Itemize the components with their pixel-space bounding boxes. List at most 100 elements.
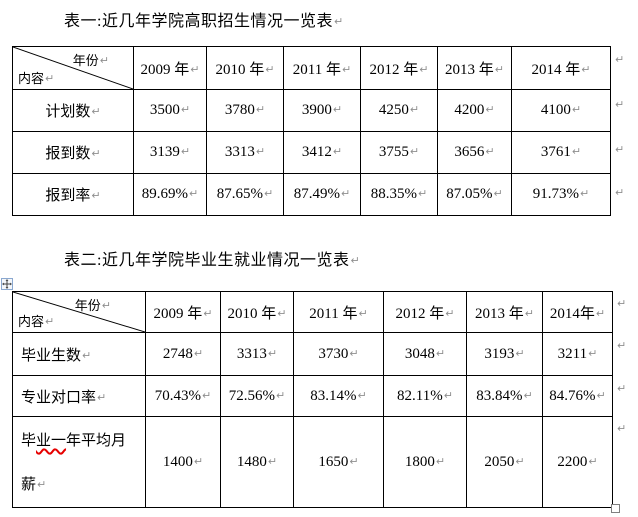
table-resize-handle[interactable] <box>611 504 620 513</box>
table-cell[interactable]: 2748↵ <box>145 332 221 376</box>
table1-title[interactable]: 表一:近几年学院高职招生情况一览表↵ <box>64 7 344 31</box>
cell-end-mark-icon: ↵ <box>267 346 278 360</box>
column-header[interactable]: 2010 年↵ <box>206 46 284 90</box>
row-header[interactable]: 专业对口率↵ <box>12 375 146 417</box>
cell-end-mark-icon: ↵ <box>485 145 495 158</box>
table-row: 毕业生数↵ 2748↵ 3313↵ 3730↵ 3048↵ 3193↵ 3211… <box>12 332 613 376</box>
table-cell[interactable]: 3211↵ <box>542 332 613 376</box>
cell-end-mark-icon: ↵ <box>99 54 109 67</box>
table-cell[interactable]: 1800↵ <box>383 416 467 508</box>
cell-end-mark-icon: ↵ <box>203 306 213 320</box>
cell-end-mark-icon: ↵ <box>418 187 428 200</box>
column-header[interactable]: 2009 年↵ <box>145 291 221 333</box>
cell-end-mark-icon: ↵ <box>101 299 111 312</box>
row-header[interactable]: 报到率↵ <box>12 173 134 216</box>
table-cell[interactable]: 3755↵ <box>360 131 438 174</box>
table-cell[interactable]: 3313↵ <box>206 131 284 174</box>
table-cell[interactable]: 89.69%↵ <box>133 173 207 216</box>
column-header[interactable]: 2012 年↵ <box>383 291 467 333</box>
table-cell[interactable]: 2050↵ <box>466 416 543 508</box>
table-cell[interactable]: 1650↵ <box>293 416 384 508</box>
row-header[interactable]: 计划数↵ <box>12 89 134 132</box>
table-cell[interactable]: 3048↵ <box>383 332 467 376</box>
cell-end-mark-icon: ↵ <box>341 187 351 200</box>
table-cell[interactable]: 83.14%↵ <box>293 375 384 417</box>
column-header[interactable]: 2013 年↵ <box>466 291 543 333</box>
cell-end-mark-icon: ↵ <box>332 103 343 116</box>
cell-end-mark-icon: ↵ <box>349 454 359 468</box>
table-cell[interactable]: 87.05%↵ <box>437 173 512 216</box>
table-cell[interactable]: 4250↵ <box>360 89 438 132</box>
cell-end-mark-icon: ↵ <box>45 72 55 85</box>
table-cell[interactable]: 3730↵ <box>293 332 384 376</box>
column-header[interactable]: 2014 年↵ <box>511 46 611 90</box>
cell-end-mark-icon: ↵ <box>349 346 359 360</box>
cell-end-mark-icon: ↵ <box>332 145 343 158</box>
column-header[interactable]: 2012 年↵ <box>360 46 438 90</box>
table-cell[interactable]: 82.11%↵ <box>383 375 467 417</box>
cell-end-mark-icon: ↵ <box>435 346 446 360</box>
row-header[interactable]: 报到数↵ <box>12 131 134 174</box>
column-header[interactable]: 2011 年↵ <box>283 46 361 90</box>
table-cell[interactable]: 91.73%↵ <box>511 173 611 216</box>
corner-year-label: 年份↵ <box>72 53 109 68</box>
cell-end-mark-icon: ↵ <box>515 346 525 360</box>
table-cell[interactable]: 72.56%↵ <box>220 375 294 417</box>
cell-end-mark-icon: ↵ <box>445 306 455 320</box>
column-header[interactable]: 2010 年↵ <box>220 291 294 333</box>
table-cell[interactable]: 87.65%↵ <box>206 173 284 216</box>
table-cell[interactable]: 3900↵ <box>283 89 361 132</box>
table2-corner-cell[interactable]: 年份↵ 内容↵ <box>12 291 146 333</box>
cell-end-mark-icon: ↵ <box>202 388 212 402</box>
row-header[interactable]: 毕业生数↵ <box>12 332 146 376</box>
table-cell[interactable]: 3761↵ <box>511 131 611 174</box>
table-cell[interactable]: 3500↵ <box>133 89 207 132</box>
end-of-row-mark-icon: ↵ <box>617 297 627 310</box>
table-move-handle-icon[interactable] <box>1 278 13 290</box>
table1-corner-cell[interactable]: 年份↵ 内容↵ <box>12 46 134 90</box>
cell-end-mark-icon: ↵ <box>588 454 598 468</box>
corner-year-label: 年份↵ <box>74 298 111 313</box>
row-header[interactable]: 毕业一年平均月薪↵ <box>12 416 146 508</box>
cell-end-mark-icon: ↵ <box>571 145 582 158</box>
table-cell[interactable]: 1400↵ <box>145 416 221 508</box>
employment-table: 年份↵ 内容↵ 2009 年↵ 2010 年↵ 2011 年↵ 2012 年↵ … <box>12 291 613 508</box>
table-cell[interactable]: 3193↵ <box>466 332 543 376</box>
end-of-row-mark-icon: ↵ <box>617 422 627 435</box>
cell-end-mark-icon: ↵ <box>443 388 453 402</box>
table-cell[interactable]: 3139↵ <box>133 131 207 174</box>
table-cell[interactable]: 1480↵ <box>220 416 294 508</box>
column-header[interactable]: 2013 年↵ <box>437 46 512 90</box>
cell-end-mark-icon: ↵ <box>409 103 420 116</box>
table-cell[interactable]: 70.43%↵ <box>145 375 221 417</box>
end-of-row-mark-icon: ↵ <box>617 382 627 395</box>
cell-end-mark-icon: ↵ <box>190 62 200 76</box>
table-cell[interactable]: 3780↵ <box>206 89 284 132</box>
table-cell[interactable]: 87.49%↵ <box>283 173 361 216</box>
column-header[interactable]: 2014年↵ <box>542 291 613 333</box>
cell-end-mark-icon: ↵ <box>276 388 286 402</box>
column-header[interactable]: 2009 年↵ <box>133 46 207 90</box>
cell-end-mark-icon: ↵ <box>588 346 598 360</box>
cell-end-mark-icon: ↵ <box>264 187 274 200</box>
table-cell[interactable]: 88.35%↵ <box>360 173 438 216</box>
corner-content-label: 内容↵ <box>18 71 55 86</box>
table-cell[interactable]: 84.76%↵ <box>542 375 613 417</box>
table-cell[interactable]: 4100↵ <box>511 89 611 132</box>
table-cell[interactable]: 3412↵ <box>283 131 361 174</box>
cell-end-mark-icon: ↵ <box>523 388 533 402</box>
column-header[interactable]: 2011 年↵ <box>293 291 384 333</box>
cell-end-mark-icon: ↵ <box>357 388 367 402</box>
table-cell[interactable]: 83.84%↵ <box>466 375 543 417</box>
table-cell[interactable]: 3313↵ <box>220 332 294 376</box>
table-row: 报到数↵ 3139↵ 3313↵ 3412↵ 3755↵ 3656↵ 3761↵ <box>12 131 611 174</box>
table-cell[interactable]: 4200↵ <box>437 89 512 132</box>
table-cell[interactable]: 2200↵ <box>542 416 613 508</box>
cell-end-mark-icon: ↵ <box>524 306 534 320</box>
table-cell[interactable]: 3656↵ <box>437 131 512 174</box>
table2-title[interactable]: 表二:近几年学院毕业生就业情况一览表↵ <box>64 246 360 270</box>
cell-end-mark-icon: ↵ <box>91 147 101 160</box>
cell-end-mark-icon: ↵ <box>358 306 368 320</box>
end-of-row-mark-icon: ↵ <box>615 143 625 156</box>
